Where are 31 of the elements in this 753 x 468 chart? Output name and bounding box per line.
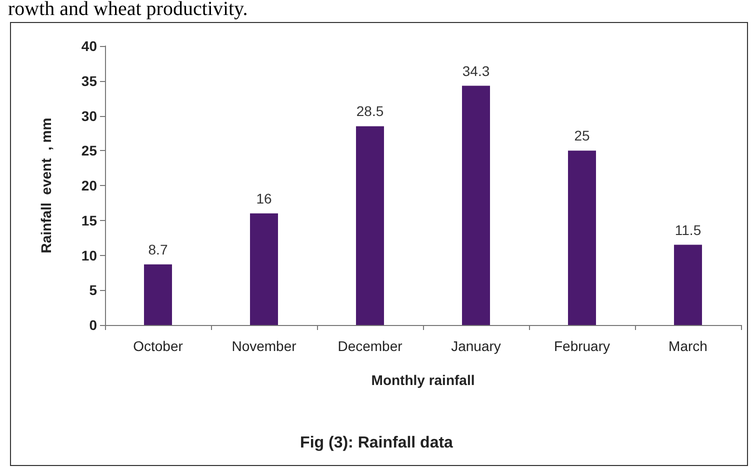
x-tick-label: February (554, 338, 610, 354)
y-tick-label: 15 (81, 212, 98, 228)
text: Fig (3): Rainfall data (300, 434, 454, 452)
bar (674, 244, 702, 325)
x-tick-label: December (338, 338, 403, 354)
y-tick-label: 40 (81, 38, 98, 54)
data-label: 11.5 (674, 222, 702, 238)
bar (144, 264, 172, 325)
x-axis-title: Monthly rainfall (371, 372, 475, 388)
y-tick-label: 0 (89, 317, 98, 333)
bar (250, 213, 278, 325)
y-axis-title: Rainfall event , mm (38, 118, 54, 254)
data-label: 25 (574, 128, 590, 144)
data-label: 16 (256, 190, 272, 206)
data-label: 28.5 (356, 103, 384, 120)
bar (356, 126, 384, 325)
y-tick-label: 30 (81, 108, 98, 124)
bar (462, 86, 490, 325)
y-tick-label: 10 (81, 247, 98, 264)
y-tick-label: 20 (81, 178, 98, 194)
y-tick-label: 25 (81, 142, 98, 159)
y-tick-label: 5 (89, 282, 98, 298)
data-label: 8.7 (148, 241, 168, 258)
x-tick-label: October (133, 338, 184, 354)
text: rowth and wheat productivity. (8, 0, 248, 21)
x-tick-label: November (232, 338, 297, 354)
x-tick-label: March (668, 338, 708, 354)
y-tick-label: 35 (81, 72, 98, 89)
x-tick-label: January (451, 338, 501, 354)
data-label: 34.3 (462, 62, 490, 79)
bar (568, 150, 596, 325)
